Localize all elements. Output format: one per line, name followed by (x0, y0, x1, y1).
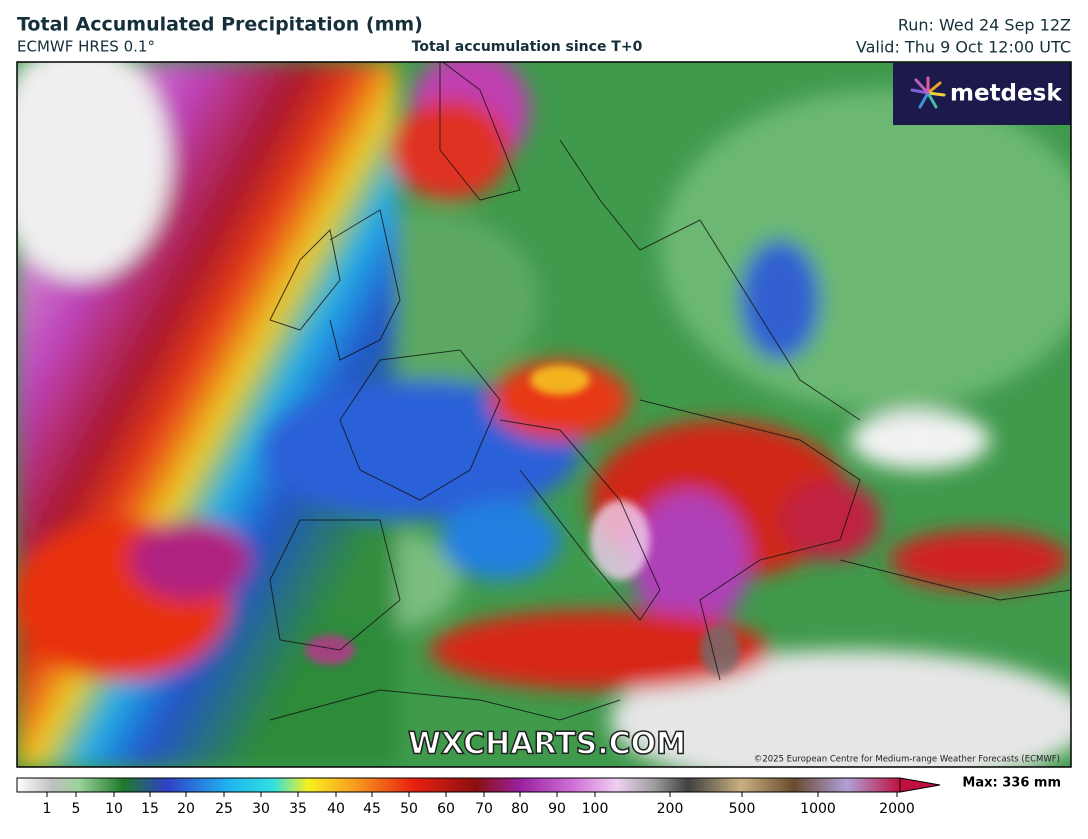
logo-icon (910, 76, 946, 109)
watermark: WXCHARTS.COM (408, 727, 686, 762)
colorbar-label: 35 (289, 801, 307, 817)
colorbar-label: 40 (327, 801, 345, 817)
colorbar-label: 45 (363, 801, 381, 817)
map-frame (16, 61, 1072, 768)
subtitle: Total accumulation since T+0 (412, 39, 643, 55)
valid: Valid: Thu 9 Oct 12:00 UTC (856, 38, 1071, 57)
colorbar-label: 90 (548, 801, 566, 817)
colorbar-label: 30 (252, 801, 270, 817)
model: ECMWF HRES 0.1° (17, 38, 155, 56)
colorbar-label: 25 (215, 801, 233, 817)
colorbar-label: 100 (582, 801, 609, 817)
colorbar-label: 1 (43, 801, 52, 817)
colorbar-label: 1000 (800, 801, 836, 817)
colorbar-label: 80 (511, 801, 529, 817)
colorbar-label: 5 (72, 801, 81, 817)
colorbar-label: 10 (105, 801, 123, 817)
colorbar-label: 2000 (879, 801, 915, 817)
colorbar-label: 60 (437, 801, 455, 817)
run: Run: Wed 24 Sep 12Z (898, 16, 1071, 35)
colorbar-label: 15 (141, 801, 159, 817)
logo: metdesk (950, 81, 1062, 107)
colorbar-label: 200 (657, 801, 684, 817)
colorbar-max: Max: 336 mm (962, 776, 1061, 791)
logo-box (893, 63, 1071, 125)
colorbar-extend (899, 777, 941, 793)
colorbar-label: 20 (177, 801, 195, 817)
colorbar-label: 500 (729, 801, 756, 817)
colorbar-label: 70 (475, 801, 493, 817)
title: Total Accumulated Precipitation (mm) (17, 14, 423, 36)
copyright: ©2025 European Centre for Medium-range W… (754, 755, 1060, 765)
precip-map: metdesk WXCHARTS.COM ©2025 European Cent… (17, 62, 1071, 767)
colorbar (16, 777, 941, 793)
colorbar-scale (16, 777, 901, 793)
colorbar-label: 50 (400, 801, 418, 817)
